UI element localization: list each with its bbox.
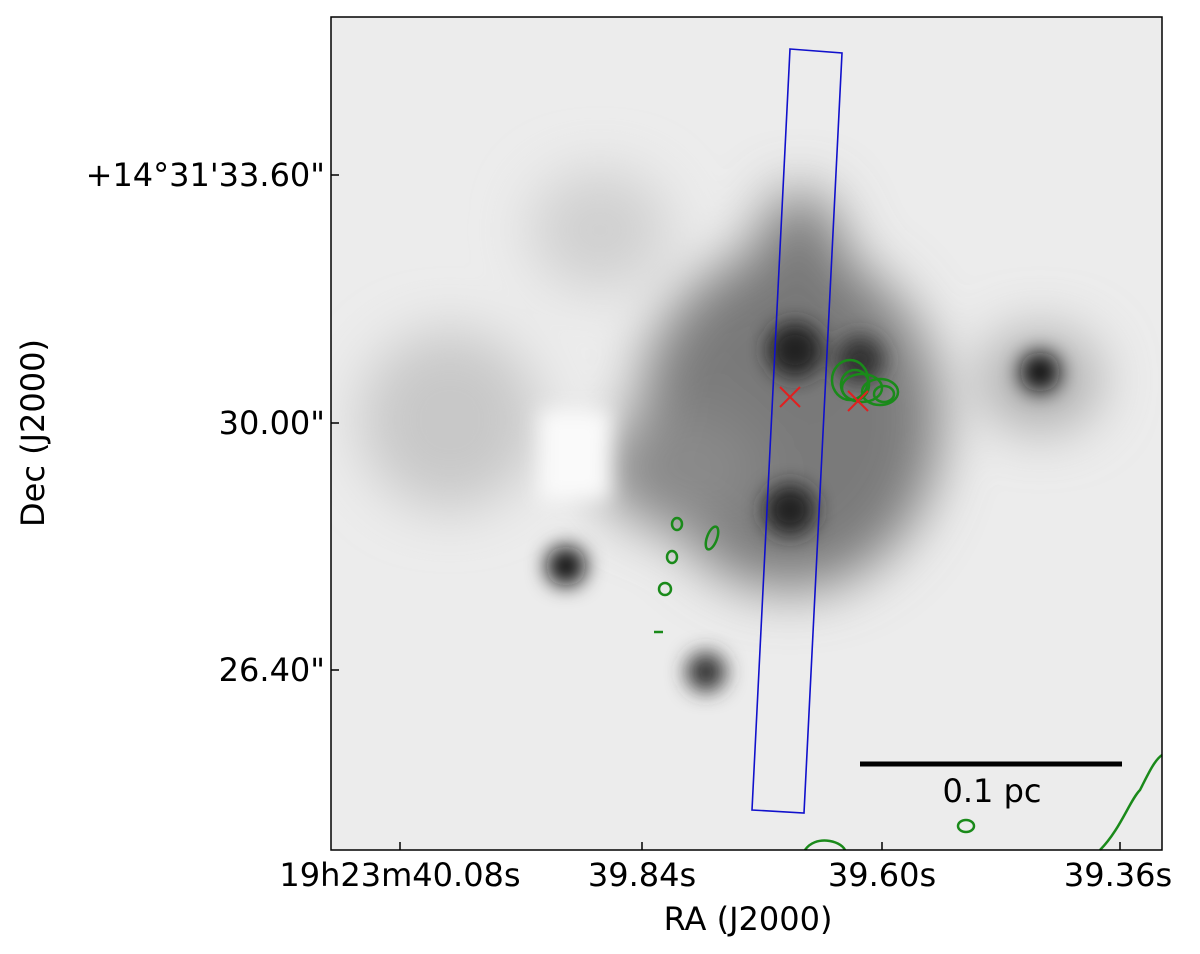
- x-tick-label: 19h23m40.08s: [279, 856, 520, 894]
- scale-bar-label: 0.1 pc: [943, 772, 1042, 810]
- x-tick-label: 39.84s: [588, 856, 696, 894]
- y-tick-label: +14°31'33.60": [86, 156, 325, 194]
- slit: [751, 48, 843, 814]
- y-tick-label: 30.00": [219, 404, 325, 442]
- x-tick-label: 39.36s: [1064, 856, 1172, 894]
- image: [331, 17, 1162, 850]
- y-axis-label: Dec (J2000): [14, 339, 52, 527]
- frame: [330, 16, 1163, 851]
- contours: [654, 358, 1163, 851]
- x-axis-label: RA (J2000): [664, 900, 833, 938]
- y-tick-label: 26.40": [219, 651, 325, 689]
- markers: [779, 386, 869, 412]
- x-tick-label: 39.60s: [828, 856, 936, 894]
- ticks: [331, 174, 1121, 850]
